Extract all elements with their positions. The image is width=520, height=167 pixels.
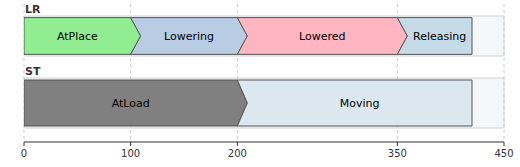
segment-label: Lowering bbox=[164, 30, 214, 43]
marks bbox=[24, 18, 472, 126]
tick-mark bbox=[504, 142, 505, 146]
segment-label: Releasing bbox=[413, 30, 466, 43]
segment-label: AtPlace bbox=[57, 30, 98, 43]
row-label: ST bbox=[25, 65, 41, 78]
grid-line bbox=[504, 4, 505, 142]
segment bbox=[237, 80, 472, 126]
x-axis bbox=[24, 142, 504, 143]
tick-mark bbox=[397, 142, 398, 146]
segment bbox=[131, 18, 248, 55]
tick-mark bbox=[237, 142, 238, 146]
tick-label: 200 bbox=[228, 148, 247, 159]
tick-mark bbox=[130, 142, 131, 146]
chart: LR ST AtPlace Lowering Lowered Releasing AtLoa… bbox=[0, 0, 520, 167]
tick-mark bbox=[24, 142, 25, 146]
row-label: LR bbox=[25, 3, 41, 16]
row-background bbox=[24, 16, 504, 56]
segment-label: Moving bbox=[340, 97, 380, 110]
row-background bbox=[24, 78, 504, 128]
segment-label: Lowered bbox=[299, 30, 345, 43]
tick-label: 100 bbox=[121, 148, 140, 159]
segment-label: AtLoad bbox=[112, 97, 150, 110]
tick-label: 0 bbox=[21, 148, 27, 159]
tick-label: 450 bbox=[494, 148, 513, 159]
segment bbox=[237, 18, 407, 55]
segment bbox=[24, 80, 247, 126]
segment bbox=[397, 18, 472, 55]
segment bbox=[24, 18, 141, 55]
tick-label: 350 bbox=[388, 148, 407, 159]
